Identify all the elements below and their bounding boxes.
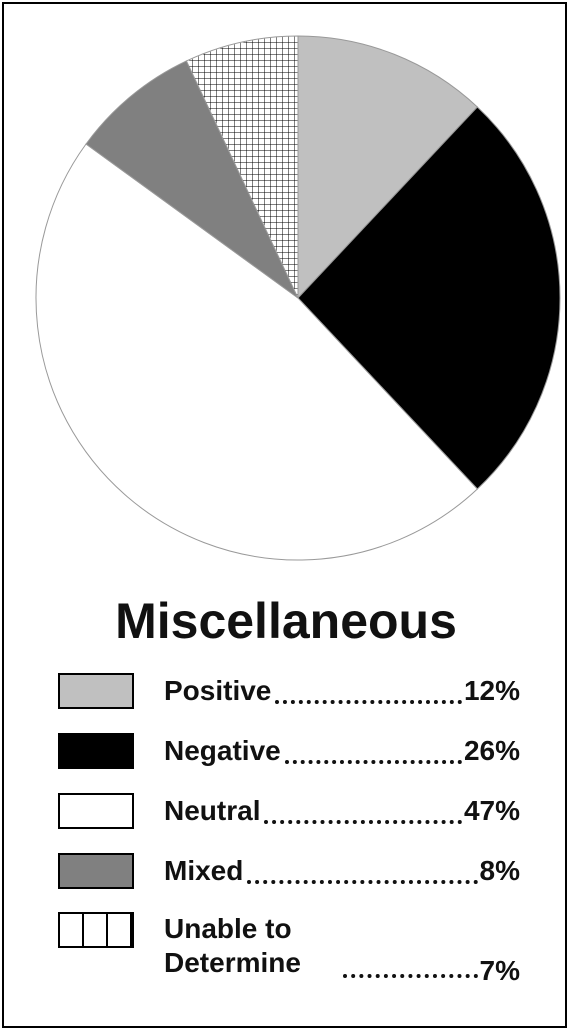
legend-item: Positive 12%: [58, 672, 520, 710]
legend-label: Unable to Determine: [164, 913, 301, 978]
legend-swatch: [58, 673, 134, 709]
legend-swatch: [58, 733, 134, 769]
legend-item: Neutral 47%: [58, 792, 520, 830]
frame: [2, 2, 567, 1028]
legend-item: Negative 26%: [58, 732, 520, 770]
legend-label: Neutral: [164, 795, 261, 826]
chart: [35, 35, 561, 561]
legend-value: 7%: [479, 955, 520, 986]
legend-value: 26%: [463, 735, 520, 766]
legend-swatch: [58, 793, 134, 829]
pie-slice: [297, 106, 561, 490]
leader-dots: [264, 820, 462, 824]
legend-label: Negative: [164, 735, 281, 766]
pie-slice: [35, 143, 479, 561]
chart-title: Miscellaneous: [115, 593, 457, 649]
leader-dots: [284, 760, 462, 764]
legend-swatch: [58, 912, 134, 948]
legend-label: Mixed: [164, 855, 244, 886]
legend-item: Unable to Determine 7%: [58, 912, 520, 988]
leader-dots: [275, 700, 462, 704]
pie-slice: [85, 60, 299, 299]
pie-slice: [185, 35, 299, 299]
pie-slice: [297, 35, 479, 300]
leader-dots: [343, 974, 478, 978]
legend-label: Positive: [164, 675, 272, 706]
legend-item: Mixed 8%: [58, 852, 520, 890]
leader-dots: [247, 880, 478, 884]
legend: Positive 12% Negative 26% Neutral 47% Mixed 8% U…: [58, 672, 520, 1010]
legend-value: 47%: [463, 795, 520, 826]
pie: [35, 35, 561, 561]
legend-value: 12%: [463, 675, 520, 706]
legend-swatch: [58, 853, 134, 889]
legend-value: 8%: [479, 855, 520, 886]
